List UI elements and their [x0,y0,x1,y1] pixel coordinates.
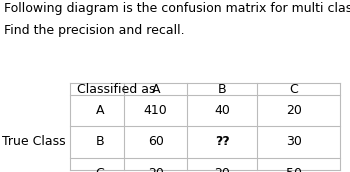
Text: 20: 20 [286,104,302,117]
Text: C: C [95,167,104,172]
Text: 30: 30 [286,135,302,148]
Text: 410: 410 [144,104,168,117]
Text: A: A [96,104,104,117]
Text: Classified as: Classified as [77,83,155,95]
Text: Following diagram is the confusion matrix for multi classification.: Following diagram is the confusion matri… [4,2,350,15]
Text: C: C [290,83,298,95]
Text: 20: 20 [148,167,164,172]
Text: 40: 40 [214,104,230,117]
Text: A: A [152,83,160,95]
Text: 60: 60 [148,135,164,148]
Text: Find the precision and recall.: Find the precision and recall. [4,24,184,37]
Text: ??: ?? [215,135,230,148]
Text: B: B [96,135,104,148]
Text: True Class: True Class [2,135,65,148]
Text: B: B [218,83,226,95]
Text: 20: 20 [214,167,230,172]
Text: 50: 50 [286,167,302,172]
